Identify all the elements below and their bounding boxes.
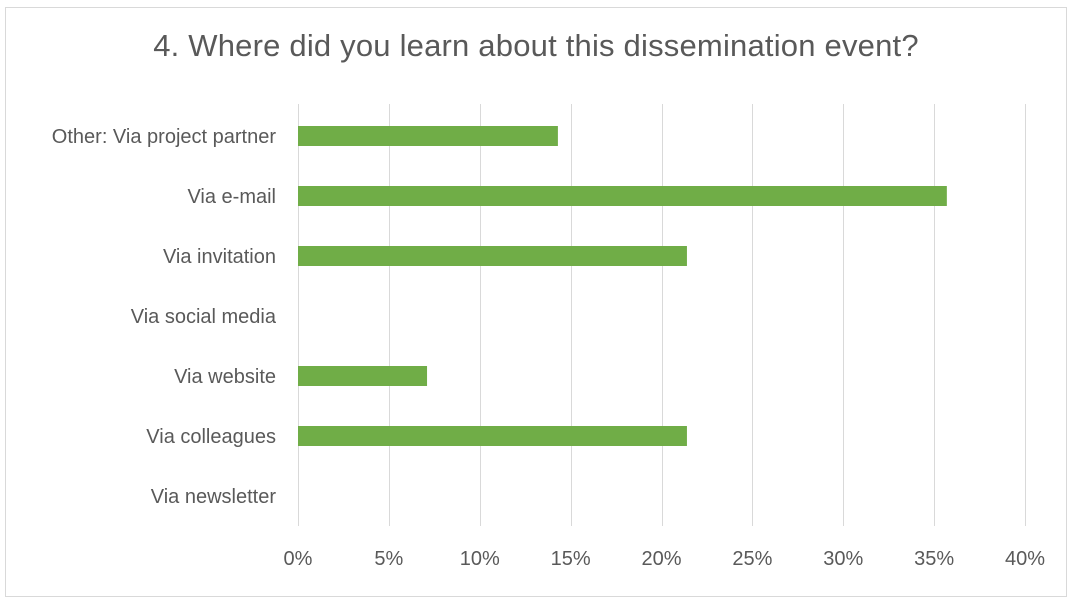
x-tick-label: 35% xyxy=(914,548,954,570)
chart-title: 4. Where did you learn about this dissem… xyxy=(153,28,919,63)
y-category-label: Via invitation xyxy=(163,246,276,268)
x-tick-label: 15% xyxy=(551,548,591,570)
y-category-label: Other: Via project partner xyxy=(52,126,277,148)
y-category-label: Via e-mail xyxy=(187,186,276,208)
bar xyxy=(298,186,947,206)
x-tick-label: 0% xyxy=(284,548,313,570)
x-tick-label: 25% xyxy=(732,548,772,570)
y-category-label: Via website xyxy=(174,366,276,388)
x-tick-label: 30% xyxy=(823,548,863,570)
y-category-label: Via social media xyxy=(131,306,277,328)
bar xyxy=(298,126,558,146)
y-category-label: Via newsletter xyxy=(151,486,277,508)
bar xyxy=(298,366,428,386)
bar xyxy=(298,426,687,446)
x-tick-label: 20% xyxy=(641,548,681,570)
bar xyxy=(298,246,687,266)
y-category-label: Via colleagues xyxy=(146,426,276,448)
x-tick-label: 5% xyxy=(374,548,403,570)
x-tick-label: 40% xyxy=(1005,548,1045,570)
bar-chart: 0% 5% 10% 15% 20% 25% 30% 35% 40% Other: Via proj… xyxy=(52,104,1045,570)
x-tick-label: 10% xyxy=(460,548,500,570)
chart-frame xyxy=(5,7,1067,597)
